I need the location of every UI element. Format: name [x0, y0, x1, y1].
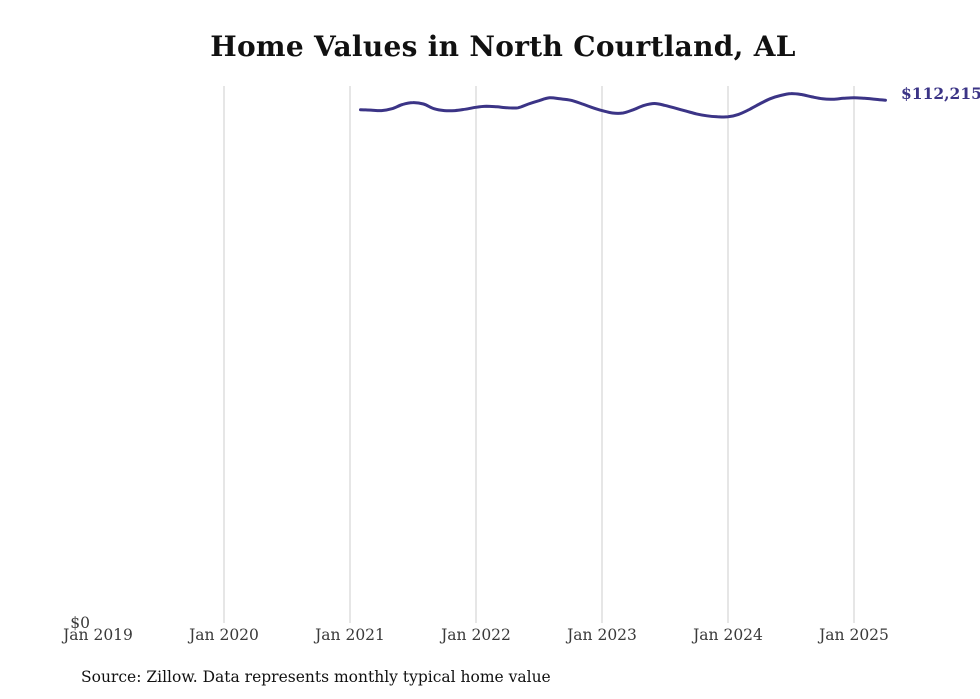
chart-title: Home Values in North Courtland, AL — [210, 30, 796, 63]
data-point — [548, 96, 551, 99]
data-point — [569, 99, 572, 102]
data-point — [412, 101, 415, 104]
data-point — [779, 94, 782, 97]
data-point — [653, 102, 656, 105]
data-point — [538, 99, 541, 102]
data-point — [706, 114, 709, 117]
data-point — [517, 106, 520, 109]
x-tick-label: Jan 2024 — [691, 626, 763, 644]
data-point — [821, 97, 824, 100]
x-tick-label: Jan 2020 — [187, 626, 259, 644]
x-tick-label: Jan 2022 — [439, 626, 511, 644]
data-point — [769, 97, 772, 100]
data-point — [401, 103, 404, 106]
data-point — [391, 107, 394, 110]
data-point — [884, 99, 887, 102]
data-point — [737, 113, 740, 116]
data-point — [811, 95, 814, 98]
data-point — [611, 112, 614, 115]
tick-labels: Jan 2019 Jan 2020 Jan 2021 Jan 2022 Jan 2023… — [61, 614, 889, 644]
data-point — [454, 109, 457, 112]
data-point — [527, 103, 530, 106]
data-point — [643, 104, 646, 107]
data-point — [874, 98, 877, 101]
data-point — [559, 97, 562, 100]
data-point — [464, 108, 467, 111]
data-point — [475, 106, 478, 109]
data-point — [800, 93, 803, 96]
data-point — [485, 105, 488, 108]
data-point — [842, 97, 845, 100]
data-point — [580, 102, 583, 105]
y-tick-label: $0 — [70, 614, 90, 632]
end-value-label: $112,215 — [901, 84, 980, 103]
data-point — [727, 115, 730, 118]
data-point — [716, 115, 719, 118]
x-tick-label: Jan 2021 — [313, 626, 385, 644]
data-point — [758, 103, 761, 106]
data-point — [674, 107, 677, 110]
data-point — [359, 108, 362, 111]
data-point — [443, 109, 446, 112]
data-point — [632, 108, 635, 111]
data-point — [590, 106, 593, 109]
gridlines — [223, 86, 855, 623]
data-point — [748, 108, 751, 111]
data-point — [685, 110, 688, 113]
data-point — [380, 109, 383, 112]
data-point — [695, 112, 698, 115]
x-tick-label: Jan 2023 — [565, 626, 637, 644]
data-point — [790, 92, 793, 95]
data-point — [496, 105, 499, 108]
data-point — [622, 112, 625, 115]
data-point — [832, 98, 835, 101]
series-line-0 — [359, 92, 887, 119]
x-tick-label: Jan 2025 — [817, 626, 889, 644]
data-point — [664, 104, 667, 107]
data-point — [422, 103, 425, 106]
source-note: Source: Zillow. Data represents monthly … — [81, 668, 551, 686]
data-point — [601, 109, 604, 112]
series-layer: $112,215 — [359, 84, 980, 119]
data-point — [370, 109, 373, 112]
data-point — [506, 106, 509, 109]
data-point — [433, 107, 436, 110]
data-point — [863, 97, 866, 100]
data-point — [853, 96, 856, 99]
x-tick-label: Jan 2019 — [61, 626, 133, 644]
